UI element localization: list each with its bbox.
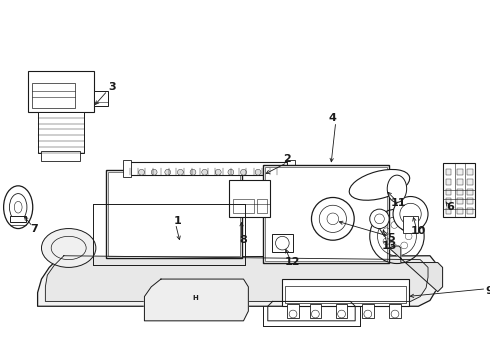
Text: 7: 7 — [30, 224, 38, 234]
Polygon shape — [46, 256, 428, 301]
Bar — [467, 169, 473, 175]
Bar — [28, 71, 94, 112]
Bar — [389, 304, 401, 318]
Polygon shape — [389, 246, 442, 292]
Bar — [32, 83, 74, 108]
Bar — [445, 208, 451, 214]
Text: 1: 1 — [173, 216, 181, 226]
Bar — [445, 179, 451, 185]
Bar — [457, 198, 463, 204]
Ellipse shape — [215, 169, 221, 175]
Ellipse shape — [139, 169, 145, 175]
Ellipse shape — [370, 209, 389, 229]
Bar — [265, 167, 387, 261]
Bar — [457, 208, 463, 214]
Bar — [445, 198, 451, 204]
Text: 10: 10 — [411, 226, 426, 237]
Ellipse shape — [165, 169, 171, 175]
Bar — [127, 162, 287, 175]
Text: 6: 6 — [446, 202, 454, 212]
Ellipse shape — [241, 169, 246, 175]
Bar — [457, 169, 463, 175]
Polygon shape — [145, 279, 248, 321]
Ellipse shape — [312, 198, 354, 240]
Bar — [310, 304, 321, 318]
Bar — [336, 304, 347, 318]
Bar — [38, 112, 84, 153]
Text: 2: 2 — [283, 154, 291, 164]
Ellipse shape — [228, 169, 234, 175]
Text: 3: 3 — [109, 82, 116, 92]
Text: 12: 12 — [284, 257, 300, 267]
Polygon shape — [38, 256, 438, 306]
Bar — [233, 199, 254, 213]
Bar — [467, 208, 473, 214]
Bar — [442, 163, 475, 217]
Bar — [467, 179, 473, 185]
Bar — [123, 159, 131, 177]
Ellipse shape — [349, 170, 410, 200]
Ellipse shape — [255, 169, 261, 175]
Bar — [467, 189, 473, 194]
Bar — [42, 151, 80, 161]
Ellipse shape — [151, 169, 157, 175]
Bar — [94, 91, 107, 106]
Bar — [287, 159, 295, 177]
Bar — [403, 216, 418, 233]
Bar — [285, 286, 406, 303]
Bar — [10, 216, 26, 222]
Text: 11: 11 — [391, 198, 407, 208]
Bar — [362, 304, 374, 318]
Bar — [229, 180, 270, 217]
Bar — [282, 279, 409, 306]
Bar — [445, 169, 451, 175]
Ellipse shape — [202, 169, 208, 175]
Text: 5: 5 — [387, 233, 395, 243]
Text: 13: 13 — [382, 241, 397, 251]
Bar — [457, 189, 463, 194]
Bar — [457, 179, 463, 185]
Ellipse shape — [387, 175, 407, 202]
Bar — [445, 189, 451, 194]
Ellipse shape — [177, 169, 183, 175]
Bar — [467, 198, 473, 204]
Bar — [107, 172, 240, 256]
Ellipse shape — [268, 169, 273, 175]
Ellipse shape — [190, 169, 196, 175]
Ellipse shape — [393, 197, 428, 231]
Bar — [105, 170, 242, 258]
Bar — [263, 166, 389, 262]
Bar — [271, 234, 293, 252]
Ellipse shape — [42, 229, 96, 267]
Text: H: H — [192, 296, 198, 301]
Text: 9: 9 — [485, 286, 490, 296]
Ellipse shape — [3, 186, 33, 229]
Text: 4: 4 — [329, 113, 337, 123]
Text: 8: 8 — [240, 235, 247, 245]
Bar — [257, 199, 267, 213]
Bar — [287, 304, 299, 318]
